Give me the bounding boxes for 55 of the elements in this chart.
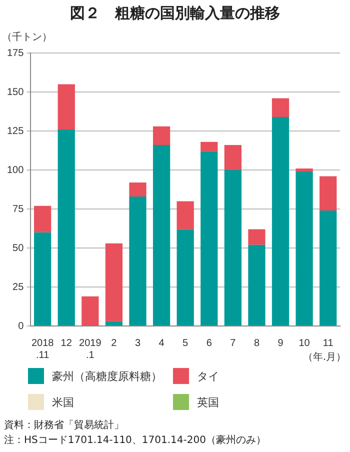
- bar: [129, 196, 146, 326]
- bar: [248, 244, 266, 326]
- x-tick-label: 9: [278, 338, 284, 349]
- y-tick-label: 75: [12, 204, 24, 215]
- bar: [320, 176, 337, 211]
- x-tick-label: 4: [158, 338, 165, 349]
- bar: [320, 210, 337, 326]
- bar: [176, 229, 194, 326]
- legend-label: 英国: [197, 394, 219, 410]
- bar: [296, 168, 313, 172]
- bar: [224, 170, 242, 326]
- x-tick-label: 12: [60, 338, 72, 349]
- bar: [200, 151, 218, 326]
- bar: [248, 229, 266, 245]
- y-tick-label: 125: [6, 126, 24, 137]
- legend-label: 米国: [52, 394, 74, 410]
- y-axis-title: （千トン）: [2, 30, 52, 44]
- bar: [152, 126, 170, 146]
- y-tick-label: 50: [12, 242, 24, 254]
- bar: [296, 172, 313, 326]
- x-tick-label: 10: [298, 338, 310, 349]
- x-tick-label: 3: [134, 338, 141, 349]
- x-tick-label: 8: [254, 338, 260, 349]
- bar: [224, 145, 242, 170]
- y-tick-label: 0: [18, 320, 24, 332]
- x-tick-label: 2019 .1: [79, 338, 102, 361]
- bar: [272, 98, 290, 117]
- x-tick-label: 11: [322, 338, 334, 349]
- bar: [200, 142, 218, 152]
- bar: [129, 182, 146, 197]
- bar: [82, 296, 99, 326]
- chart-title: 図２ 粗糖の国別輸入量の推移: [69, 4, 281, 23]
- bar: [58, 84, 75, 130]
- bar: [105, 321, 123, 326]
- y-tick-label: 100: [6, 164, 24, 176]
- bar: [152, 145, 170, 326]
- x-axis-title: （年.月）: [302, 351, 346, 364]
- x-tick-label: 2: [111, 338, 118, 349]
- x-tick-label: 2018 .11: [31, 338, 54, 361]
- bar: [105, 243, 123, 322]
- x-tick-label: 7: [230, 338, 236, 349]
- bar: [34, 232, 52, 326]
- bar: [176, 201, 194, 230]
- bar: [58, 129, 75, 326]
- text: 注：HSコード1701.14-110、1701.14-200（豪州のみ）: [4, 434, 266, 448]
- y-tick-label: 175: [6, 48, 24, 59]
- x-tick-label: 5: [182, 338, 189, 349]
- legend-label: 豪州（高糖度原料糖）: [52, 368, 162, 384]
- y-tick-label: 150: [6, 86, 24, 98]
- bar: [34, 206, 52, 232]
- x-tick-label: 6: [206, 338, 212, 349]
- bar: [272, 116, 290, 326]
- text: 資料：財務省「貿易統計」: [4, 418, 125, 433]
- y-tick-label: 25: [12, 282, 24, 293]
- legend-label: タイ: [197, 368, 219, 384]
